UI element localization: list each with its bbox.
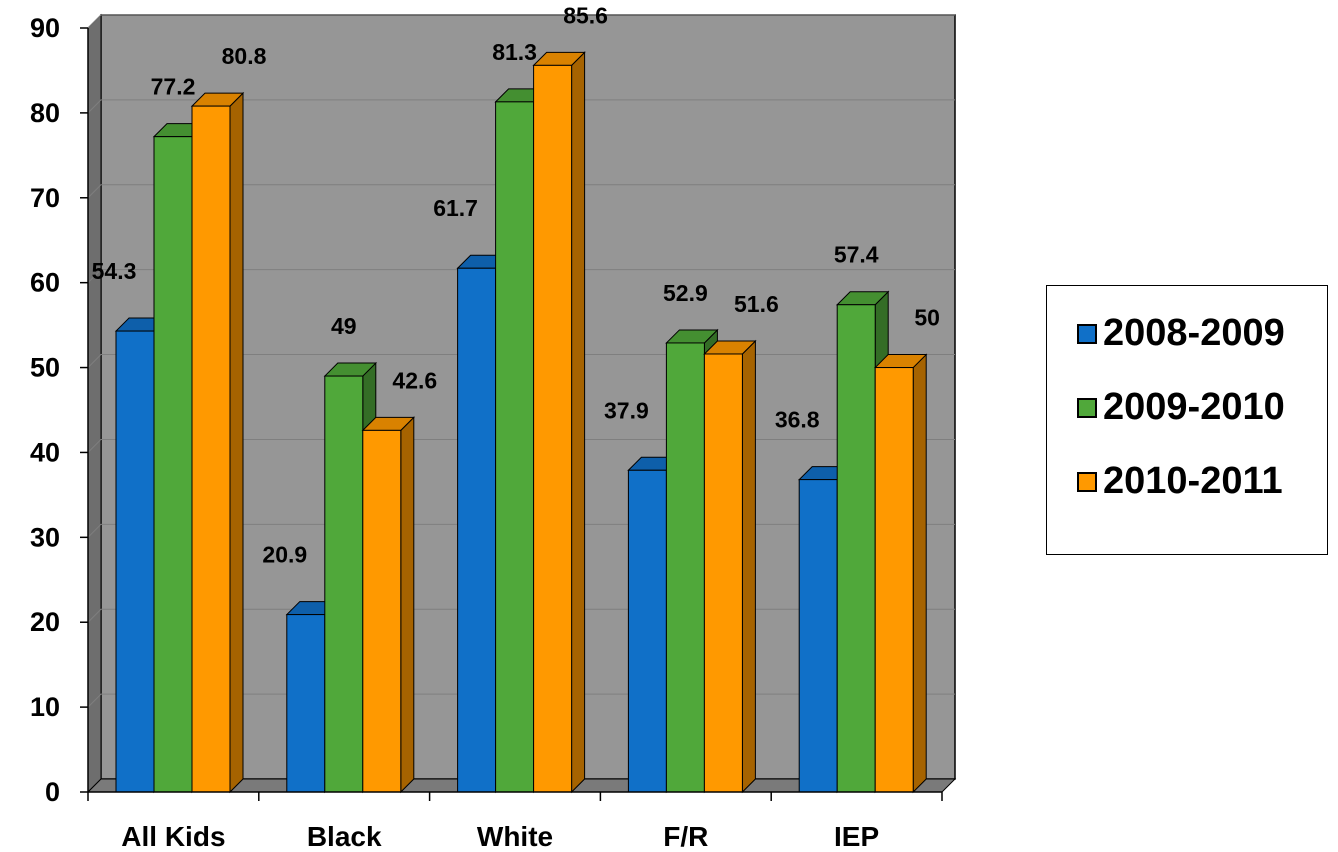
legend: 2008-2009 2009-2010 2010-2011 (1046, 285, 1328, 555)
legend-label-series-2: 2009-2010 (1103, 386, 1285, 428)
bar-3-5 (873, 353, 928, 794)
data-label: 57.4 (834, 242, 879, 268)
y-tick-label: 0 (45, 777, 60, 807)
data-label: 85.6 (563, 2, 608, 28)
gridline (87, 14, 955, 29)
x-tick-label: F/R (663, 821, 708, 852)
axes (80, 27, 943, 801)
data-label: 81.3 (492, 39, 537, 65)
gridline (87, 184, 955, 199)
data-label: 61.7 (433, 195, 478, 221)
bars (114, 51, 928, 794)
y-tick-labels: 0 10 20 30 40 50 60 70 80 90 (30, 13, 60, 807)
gridline (87, 99, 955, 114)
legend-item-series-3: 2010-2011 (1077, 460, 1283, 503)
y-tick-label: 50 (30, 353, 60, 383)
data-label: 54.3 (92, 258, 137, 284)
legend-swatch-series-2 (1077, 397, 1097, 418)
data-labels: 54.3 20.9 61.7 37.9 36.8 77.2 49 81.3 52.9 57.4 80… (92, 2, 940, 567)
legend-label-series-3: 2010-2011 (1103, 460, 1283, 502)
data-label: 42.6 (392, 367, 437, 393)
y-tick-label: 10 (30, 692, 60, 722)
bar-3-3 (532, 51, 586, 794)
data-label: 36.8 (775, 407, 820, 433)
data-label: 20.9 (262, 542, 307, 568)
data-label: 50 (914, 305, 940, 331)
legend-swatch-series-3 (1077, 471, 1097, 492)
bar-3-1 (190, 91, 245, 794)
x-tick-label: White (477, 821, 553, 852)
y-tick-label: 20 (30, 607, 60, 637)
y-tick-label: 30 (30, 522, 60, 552)
legend-swatch-series-1 (1077, 323, 1097, 344)
bar-3-2 (361, 416, 416, 794)
x-tick-label: All Kids (121, 821, 225, 852)
x-tick-label: IEP (834, 821, 879, 852)
y-tick-label: 90 (30, 13, 60, 43)
data-label: 52.9 (663, 280, 708, 306)
plot-side-wall (87, 13, 102, 794)
data-label: 77.2 (151, 74, 196, 100)
data-label: 51.6 (734, 291, 779, 317)
x-tick-labels: All Kids Black White F/R IEP (121, 821, 879, 852)
y-tick-label: 80 (30, 98, 60, 128)
y-tick-label: 70 (30, 183, 60, 213)
gridline (87, 269, 955, 284)
y-tick-label: 60 (30, 268, 60, 298)
y-tick-label: 40 (30, 437, 60, 467)
legend-item-series-2: 2009-2010 (1077, 386, 1285, 429)
legend-label-series-1: 2008-2009 (1103, 312, 1285, 354)
data-label: 37.9 (604, 397, 649, 423)
data-label: 49 (331, 313, 357, 339)
legend-item-series-1: 2008-2009 (1077, 312, 1285, 355)
data-label: 80.8 (222, 43, 267, 69)
bar-3-4 (703, 339, 757, 794)
x-tick-label: Black (307, 821, 382, 852)
